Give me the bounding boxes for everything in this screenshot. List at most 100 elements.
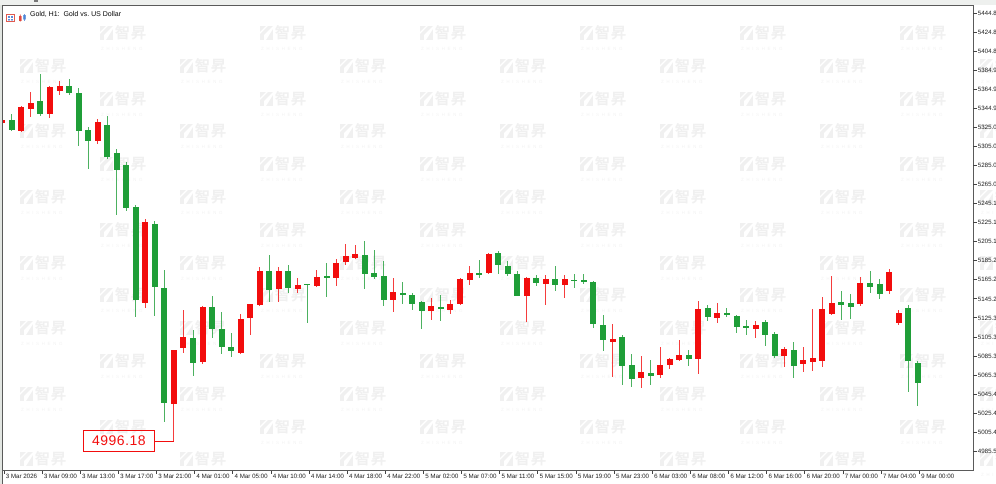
candle-body (390, 292, 397, 301)
candle-body (27, 102, 34, 109)
candle-body (94, 121, 101, 141)
candle-wick (373, 249, 375, 280)
candle-body (619, 337, 626, 366)
candle-body (809, 357, 816, 363)
candle-body (638, 371, 645, 379)
candle-body (190, 337, 196, 363)
time-axis-label: 3 Mar 21:00 (158, 472, 192, 480)
time-axis-tick (41, 471, 43, 474)
candle-wick (230, 332, 232, 358)
price-axis-label: 5404.88 (977, 47, 996, 55)
price-axis-tick (973, 393, 977, 395)
candle-wick (554, 265, 556, 291)
candle-wick (182, 310, 184, 354)
time-axis[interactable]: 3 Mar 2026 3 Mar 09:00 3 Mar 13:00 3 Mar 17… (0, 470, 996, 484)
candle-body (676, 355, 683, 360)
candle-body (256, 270, 263, 305)
candle-body (743, 326, 750, 329)
candle-body (361, 254, 368, 274)
price-axis-tick (973, 336, 977, 338)
candle-body (142, 221, 149, 303)
time-axis-tick (880, 471, 882, 474)
candle-body (590, 281, 597, 325)
price-axis[interactable]: 5444.82 5424.85 5404.88 5384.91 5364.94 5344.… (973, 0, 996, 484)
time-axis-tick (3, 471, 5, 474)
candle-body (886, 272, 893, 291)
price-axis-label: 5424.85 (977, 28, 996, 36)
candle-body (838, 301, 845, 306)
time-axis-line[interactable] (2, 470, 974, 471)
time-axis-tick (346, 471, 348, 474)
time-axis-tick (575, 471, 577, 474)
candle-wick (526, 276, 528, 323)
time-axis-label: 3 Mar 2026 (5, 472, 38, 480)
price-axis-label: 5225.15 (977, 219, 996, 227)
candle-body (85, 129, 92, 142)
candle-wick (583, 273, 585, 285)
time-axis-label: 9 Mar 00:00 (921, 472, 955, 480)
candle-wick (116, 149, 118, 215)
candle-body (895, 313, 902, 324)
candle-body (371, 272, 378, 278)
candle-body (437, 306, 444, 310)
candle-body (723, 312, 730, 316)
candle-wick (659, 347, 661, 379)
price-axis-label: 5205.18 (977, 238, 996, 246)
low-price-label: 4996.18 (91, 432, 147, 448)
time-axis-tick (156, 471, 158, 474)
candle-body (609, 339, 616, 342)
time-axis-tick (842, 471, 844, 474)
candle-body (600, 324, 607, 340)
time-axis-tick (537, 471, 539, 474)
chart-plot-area[interactable] (3, 6, 973, 470)
time-axis-label: 6 Mar 16:00 (768, 472, 802, 480)
candle-body (313, 277, 320, 287)
candle-body (285, 270, 292, 288)
candle-body (847, 302, 854, 307)
price-axis-label: 5444.82 (977, 9, 996, 17)
candle-body (695, 309, 702, 359)
candle-body (333, 263, 340, 279)
price-axis-line[interactable] (973, 5, 974, 471)
price-axis-tick (973, 184, 977, 186)
candle-body (409, 295, 416, 304)
candle-body (218, 329, 225, 348)
candle-body (495, 253, 502, 266)
price-axis-tick (973, 107, 977, 109)
price-axis-tick (973, 431, 977, 433)
candle-body (46, 86, 53, 114)
candle-wick (249, 303, 251, 336)
window-top-mark (34, 0, 38, 2)
candle-body (180, 336, 187, 348)
price-axis-tick (973, 298, 977, 300)
time-axis-label: 4 Mar 14:00 (310, 472, 344, 480)
time-axis-tick (117, 471, 119, 474)
candle-body (113, 153, 120, 170)
candle-body (876, 284, 883, 295)
candle-wick (421, 301, 423, 330)
candle-body (714, 312, 721, 319)
